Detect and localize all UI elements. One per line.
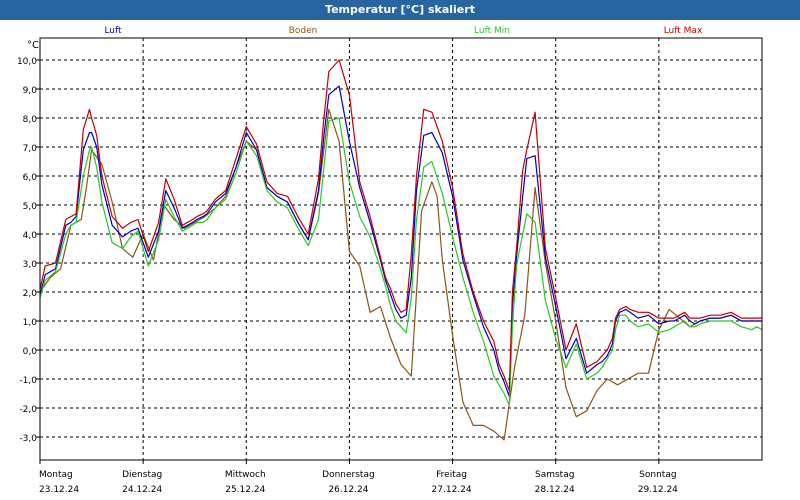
legend: Luft Boden Luft Min Luft Max <box>104 26 703 36</box>
x-tick-date: 25.12.24 <box>225 485 265 495</box>
x-tick-day: Sonntag <box>639 470 676 480</box>
x-tick-date: 28.12.24 <box>535 485 575 495</box>
y-tick-label: 1,0 <box>23 318 38 328</box>
y-tick-label: -3,0 <box>19 434 37 444</box>
y-tick-label: 3,0 <box>23 260 38 270</box>
chart-title: Temperatur [°C] skaliert <box>0 0 800 20</box>
x-tick-date: 24.12.24 <box>122 485 162 495</box>
y-tick-label: 0,0 <box>23 347 38 357</box>
x-tick-day: Samstag <box>535 470 574 480</box>
plot-frame <box>39 37 763 461</box>
y-tick-label: 5,0 <box>23 202 38 212</box>
y-tick-label: 6,0 <box>23 173 38 183</box>
series-line-boden <box>39 108 762 441</box>
x-tick-date: 26.12.24 <box>328 485 368 495</box>
x-tick-day: Donnerstag <box>322 470 375 480</box>
series-line-luft-max <box>39 59 762 392</box>
y-axis-labels: 10,0 9,0 8,0 7,0 6,0 5,0 4,0 3,0 2,0 1,0 0,0 -1,0 -2… <box>17 57 37 444</box>
y-tick-label: 9,0 <box>23 86 38 96</box>
x-tick-date: 27.12.24 <box>432 485 472 495</box>
y-tick-label: 10,0 <box>17 57 37 67</box>
legend-entry: Luft Min <box>474 26 510 36</box>
x-tick-day: Dienstag <box>122 470 162 480</box>
series-line-luft <box>39 85 762 397</box>
x-tick-date: 29.12.24 <box>638 485 678 495</box>
y-tick-label: 8,0 <box>23 115 38 125</box>
x-tick-date: 23.12.24 <box>39 485 79 495</box>
x-axis-labels: Montag 23.12.24 Dienstag 24.12.24 Mittwoch 25… <box>39 470 678 495</box>
series-lines <box>39 59 763 441</box>
y-tick-label: -1,0 <box>19 376 37 386</box>
series-line-luft-min <box>39 117 763 406</box>
legend-entry: Luft <box>104 26 122 36</box>
y-tick-label: -2,0 <box>19 405 37 415</box>
x-tick-day: Mittwoch <box>225 470 266 480</box>
y-axis-unit: °C <box>27 40 39 51</box>
y-tick-label: 4,0 <box>23 231 38 241</box>
y-tick-label: 2,0 <box>23 289 38 299</box>
legend-entry: Luft Max <box>664 26 703 36</box>
x-tick-day: Montag <box>39 470 73 480</box>
x-tick-day: Freitag <box>436 470 467 480</box>
grid-lines <box>36 38 762 464</box>
y-tick-label: 7,0 <box>23 144 38 154</box>
legend-entry: Boden <box>289 26 318 36</box>
